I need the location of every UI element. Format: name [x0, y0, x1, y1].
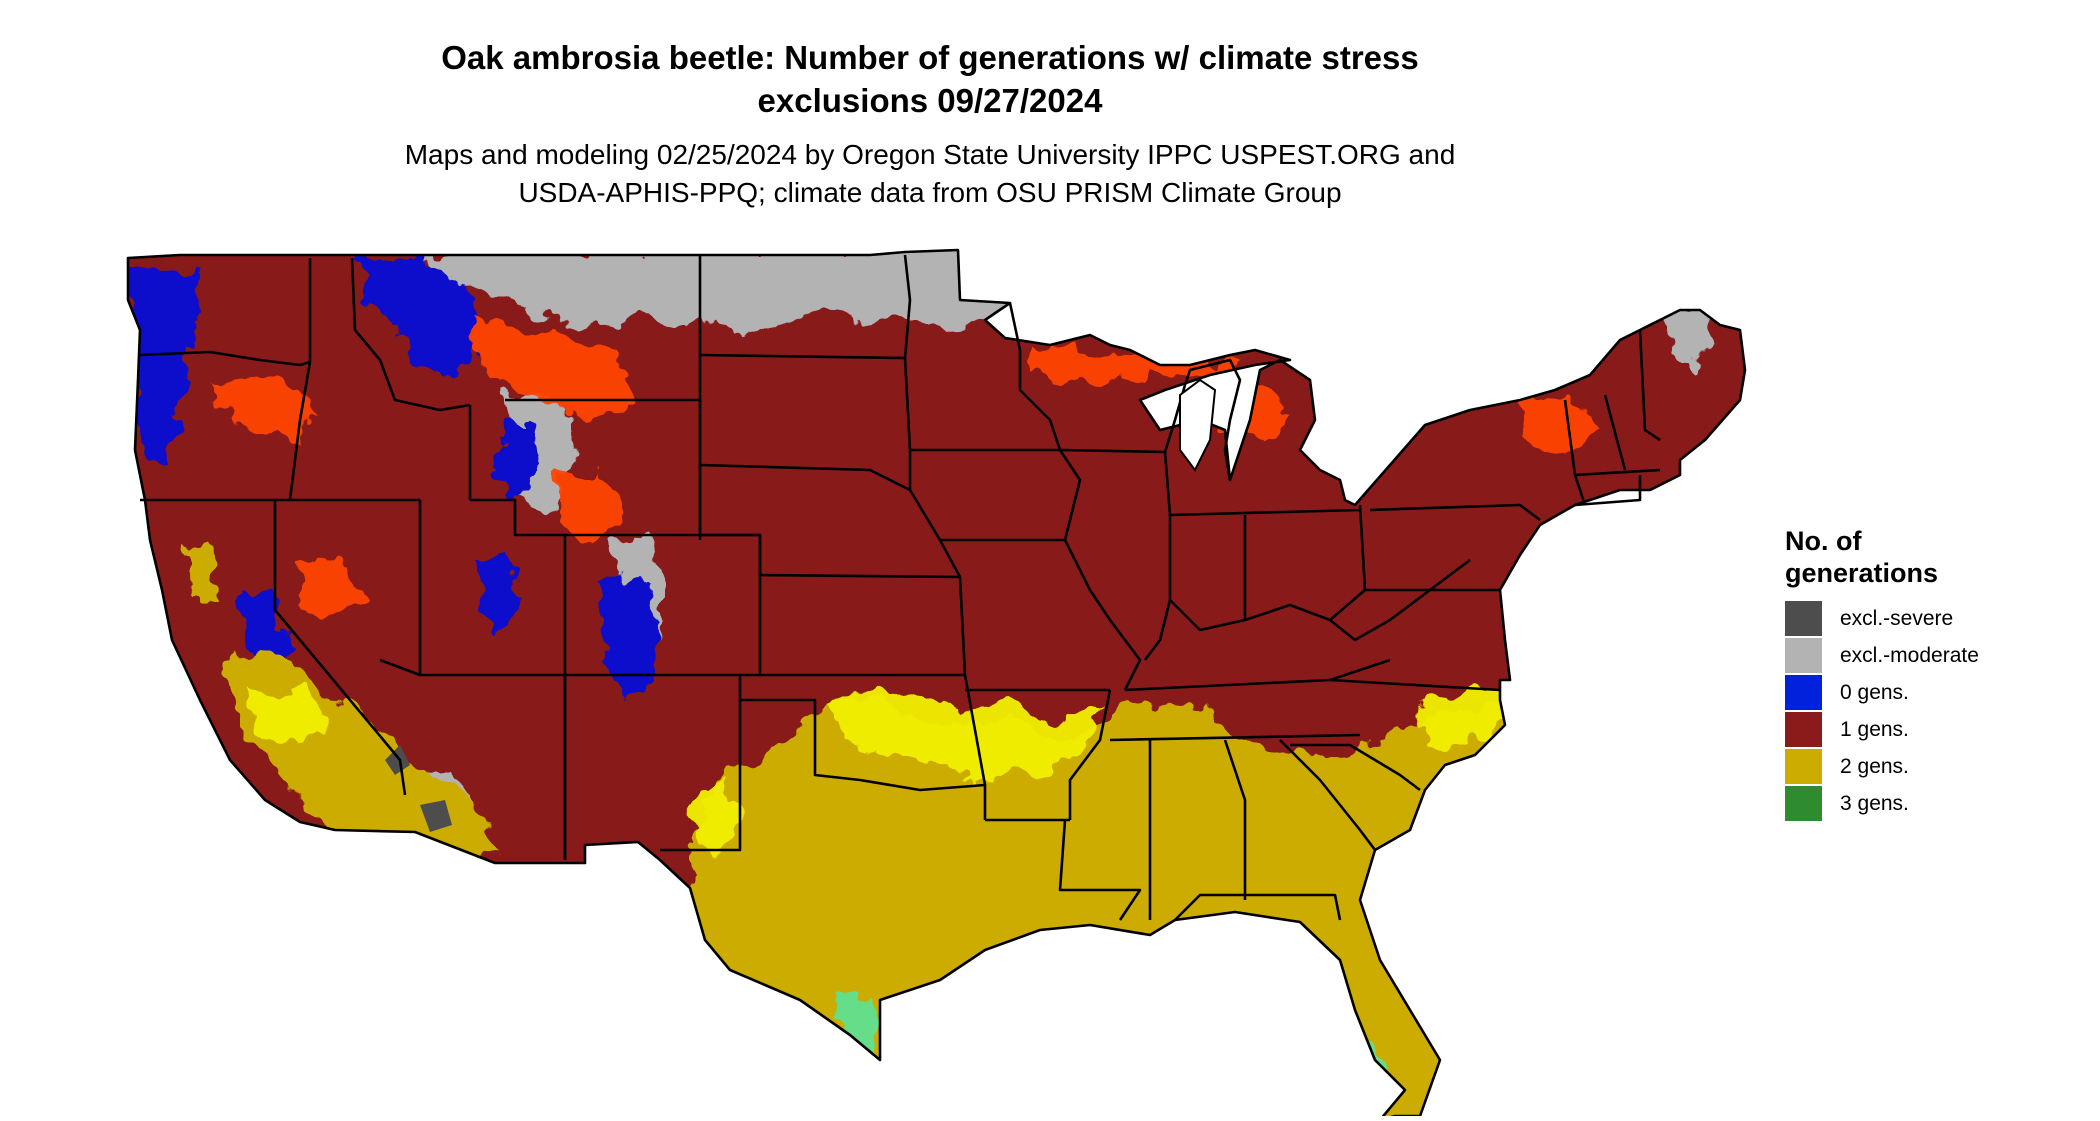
legend-label: 3 gens. [1840, 792, 1909, 815]
legend-title: No. of generations [1785, 525, 1938, 589]
border-ok-ar [963, 674, 987, 786]
border-sd-ne [699, 463, 911, 492]
orange-nevada [300, 560, 370, 615]
grey-north-plains [420, 250, 1115, 335]
legend-item-1-gens: 1 gens. [1785, 712, 1938, 749]
orange-wyoming [560, 470, 620, 540]
legend-swatch [1785, 749, 1822, 784]
map-title: Oak ambrosia beetle: Number of generatio… [0, 36, 1860, 122]
border-ca-nv [273, 500, 407, 796]
border-nh-me [1638, 329, 1661, 442]
yellow-carolina-band [1420, 690, 1520, 745]
legend-item-0-gens: 0 gens. [1785, 675, 1938, 712]
legend-label: 0 gens. [1840, 681, 1909, 704]
border-tn-south [1109, 733, 1361, 742]
excl-severe-regions [385, 745, 452, 832]
border-az-nv-ut [379, 658, 565, 677]
legend-swatch [1785, 601, 1822, 636]
state-borders [126, 248, 1747, 1121]
orange-new-york [1520, 400, 1600, 450]
yellow-arizona-band [250, 690, 330, 750]
border-fl-al-ga [1174, 893, 1342, 921]
border-or-id [288, 361, 312, 501]
border-ks-mo [958, 576, 967, 676]
border-oh-pa [1358, 504, 1367, 591]
zero-gen-regions [128, 260, 660, 700]
border-in-mi-oh [1169, 508, 1361, 517]
border-id-mt [350, 257, 471, 412]
lake-michigan [1179, 378, 1217, 472]
legend-swatch [1785, 638, 1822, 673]
border-oh-ky-wv [1169, 589, 1366, 632]
blue-utah [475, 555, 520, 630]
subtitle-line-2: USDA-APHIS-PPQ; climate data from OSU PR… [518, 177, 1342, 208]
orange-montana [470, 320, 640, 420]
border-wv-va [1329, 558, 1471, 642]
border-ma [1574, 468, 1661, 477]
border-nc-sc [1290, 743, 1421, 792]
border-wi-il [1059, 448, 1166, 454]
border-al-ga [1223, 739, 1247, 900]
bright-yellow-regions [250, 690, 1520, 860]
legend-label: 1 gens. [1840, 718, 1909, 741]
legend-title-line-1: No. of [1785, 526, 1862, 556]
border-ga-sc [1279, 739, 1377, 851]
dark-grey-mojave [385, 745, 410, 775]
grey-maine [1665, 305, 1715, 365]
border-mn-wi [1008, 302, 1062, 451]
legend-item-excl-severe: excl.-severe [1785, 601, 1953, 638]
legend-item-excl-moderate: excl.-moderate [1785, 638, 1979, 675]
legend-label: excl.-moderate [1840, 644, 1979, 667]
border-nd-sd [699, 353, 906, 360]
border-ct-ri [1574, 475, 1642, 507]
legend: No. of generations excl.-severe excl.-mo… [1785, 525, 1979, 823]
blue-wyoming [500, 420, 540, 505]
legend-swatch [1785, 786, 1822, 821]
three-gen-regions [835, 995, 1390, 1116]
border-nd-mn [903, 254, 912, 359]
light-green-south-texas [835, 995, 880, 1065]
legend-item-2-gens: 2 gens. [1785, 749, 1938, 786]
us-outline [126, 248, 1747, 1121]
two-gen-central-valley [185, 545, 215, 600]
blue-idaho [355, 260, 480, 380]
border-ut-wy-co [470, 498, 567, 860]
lake-michigan-shore [1163, 358, 1242, 481]
great-lakes [1179, 378, 1217, 472]
blue-cascades [128, 270, 200, 470]
title-line-2: exclusions 09/27/2024 [757, 82, 1103, 119]
blue-colorado [600, 575, 660, 700]
legend-label: excl.-severe [1840, 607, 1954, 630]
dark-green-keys [1320, 1106, 1380, 1116]
legend-swatch [1785, 675, 1822, 710]
legend-swatch [1785, 712, 1822, 747]
border-vt-nh [1603, 394, 1627, 471]
legend-item-3-gens: 3 gens. [1785, 786, 1938, 823]
yellow-west-texas [690, 780, 740, 860]
one-gen-base-region [128, 250, 1745, 1120]
border-nm-tx [660, 675, 742, 852]
border-va-nc [1329, 678, 1501, 692]
title-line-1: Oak ambrosia beetle: Number of generatio… [441, 39, 1419, 76]
border-la-ms [1058, 819, 1142, 921]
border-pa-ny [1369, 503, 1541, 522]
subtitle-line-1: Maps and modeling 02/25/2024 by Oregon S… [404, 139, 1456, 170]
orange-oregon [210, 380, 320, 440]
border-ar-ms [1068, 689, 1112, 820]
legend-label: 2 gens. [1840, 755, 1909, 778]
yellow-texas-band [830, 690, 1100, 780]
legend-title-line-2: generations [1785, 558, 1939, 588]
border-mo-il [1063, 539, 1142, 691]
border-ia-il [1058, 449, 1082, 541]
border-ne-ks [759, 573, 961, 579]
border-wa-or [139, 350, 311, 367]
map-subtitle: Maps and modeling 02/25/2024 by Oregon S… [0, 136, 1860, 212]
dark-grey-arizona [420, 800, 452, 832]
